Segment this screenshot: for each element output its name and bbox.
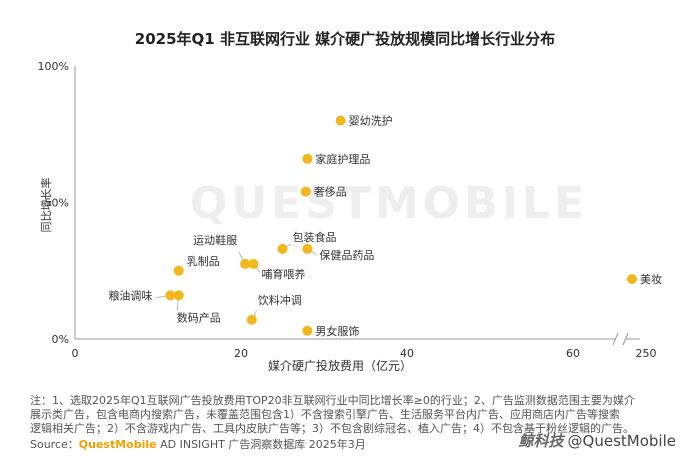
- data-point: [300, 186, 311, 197]
- source-line: Source：QuestMobile AD INSIGHT 广告洞察数据库 20…: [30, 436, 366, 452]
- y-axis-label: 同比增长率: [39, 178, 53, 233]
- data-label: 奢侈品: [314, 185, 347, 199]
- data-label: 男女服饰: [315, 324, 359, 338]
- data-point: [173, 290, 184, 301]
- data-point: [335, 115, 346, 126]
- data-label: 婴幼洗护: [349, 114, 393, 128]
- data-label: 保健品药品: [319, 248, 374, 262]
- x-tick-label: 20: [234, 347, 248, 360]
- data-point: [627, 273, 637, 284]
- data-label: 包装食品: [293, 230, 337, 244]
- data-point: [302, 325, 313, 336]
- source-rest: AD INSIGHT 广告洞察数据库 2025年3月: [156, 438, 366, 451]
- scatter-chart: QUESTMOBILE 0% 50% 100% 0 20 40 60 250 婴幼洗护家庭护理…: [38, 60, 662, 373]
- data-point: [302, 153, 313, 164]
- data-label: 哺育喂养: [261, 267, 305, 281]
- axis-break-mark: [612, 332, 629, 346]
- y-tick-label: 100%: [38, 60, 69, 73]
- footnote-line: 注：1、选取2025年Q1互联网广告投放费用TOP20非互联网行业中同比增长率≥…: [30, 394, 635, 407]
- footnotes: 注：1、选取2025年Q1互联网广告投放费用TOP20非互联网行业中同比增长率≥…: [30, 394, 662, 436]
- footnote-line: 逻辑相关广告；2）不含游戏内广告、工具内皮肤广告等；3）不包含剧综冠名、植入广告…: [30, 422, 634, 435]
- x-tick-label: 250: [636, 347, 657, 360]
- x-tick-label: 60: [566, 347, 580, 360]
- data-point: [248, 258, 259, 269]
- data-point: [165, 290, 176, 301]
- y-tick-label: 50%: [45, 197, 69, 210]
- x-tick-label: 40: [400, 347, 414, 360]
- data-label: 家庭护理品: [315, 152, 370, 166]
- chart-title: 2025年Q1 非互联网行业 媒介硬广投放规模同比增长行业分布: [134, 30, 556, 48]
- data-label: 美妆: [640, 273, 662, 286]
- x-tick-label: 0: [72, 347, 79, 360]
- data-point: [277, 243, 288, 254]
- data-label: 运动鞋服: [193, 233, 237, 247]
- y-tick-label: 0%: [52, 333, 69, 346]
- data-point: [173, 265, 184, 276]
- watermark-handle: @QuestMobile: [567, 432, 676, 450]
- data-label: 乳制品: [187, 255, 220, 268]
- data-label: 数码产品: [177, 310, 221, 324]
- watermark: QUESTMOBILE: [190, 178, 588, 229]
- x-axis-label: 媒介硬广投放费用（亿元）: [268, 358, 412, 373]
- data-point: [246, 314, 257, 325]
- footnote-line: 展示类广告，包含电商内搜索广告，未覆盖范围包含1）不含搜索引擎广告、生活服务平台…: [30, 408, 620, 421]
- watermark-brand: 鲸科技: [518, 432, 564, 450]
- source-brand: QuestMobile: [78, 438, 157, 451]
- data-label: 饮料冲调: [258, 293, 302, 307]
- data-point: [240, 258, 251, 269]
- corner-watermark: 鲸科技 @QuestMobile: [519, 430, 676, 451]
- source-prefix: Source：: [30, 438, 79, 451]
- data-point: [302, 243, 313, 254]
- data-label: 粮油调味: [108, 288, 152, 302]
